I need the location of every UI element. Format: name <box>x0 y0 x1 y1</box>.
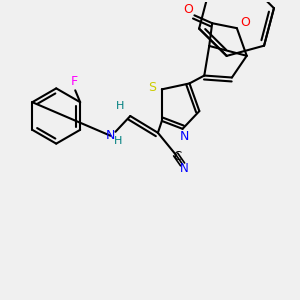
Text: O: O <box>240 16 250 29</box>
Text: F: F <box>71 75 78 88</box>
Text: H: H <box>116 101 124 111</box>
Text: H: H <box>114 136 123 146</box>
Text: O: O <box>184 3 194 16</box>
Text: N: N <box>180 162 189 175</box>
Text: S: S <box>148 81 156 94</box>
Text: N: N <box>106 129 115 142</box>
Text: N: N <box>180 130 189 143</box>
Text: C: C <box>173 150 182 163</box>
